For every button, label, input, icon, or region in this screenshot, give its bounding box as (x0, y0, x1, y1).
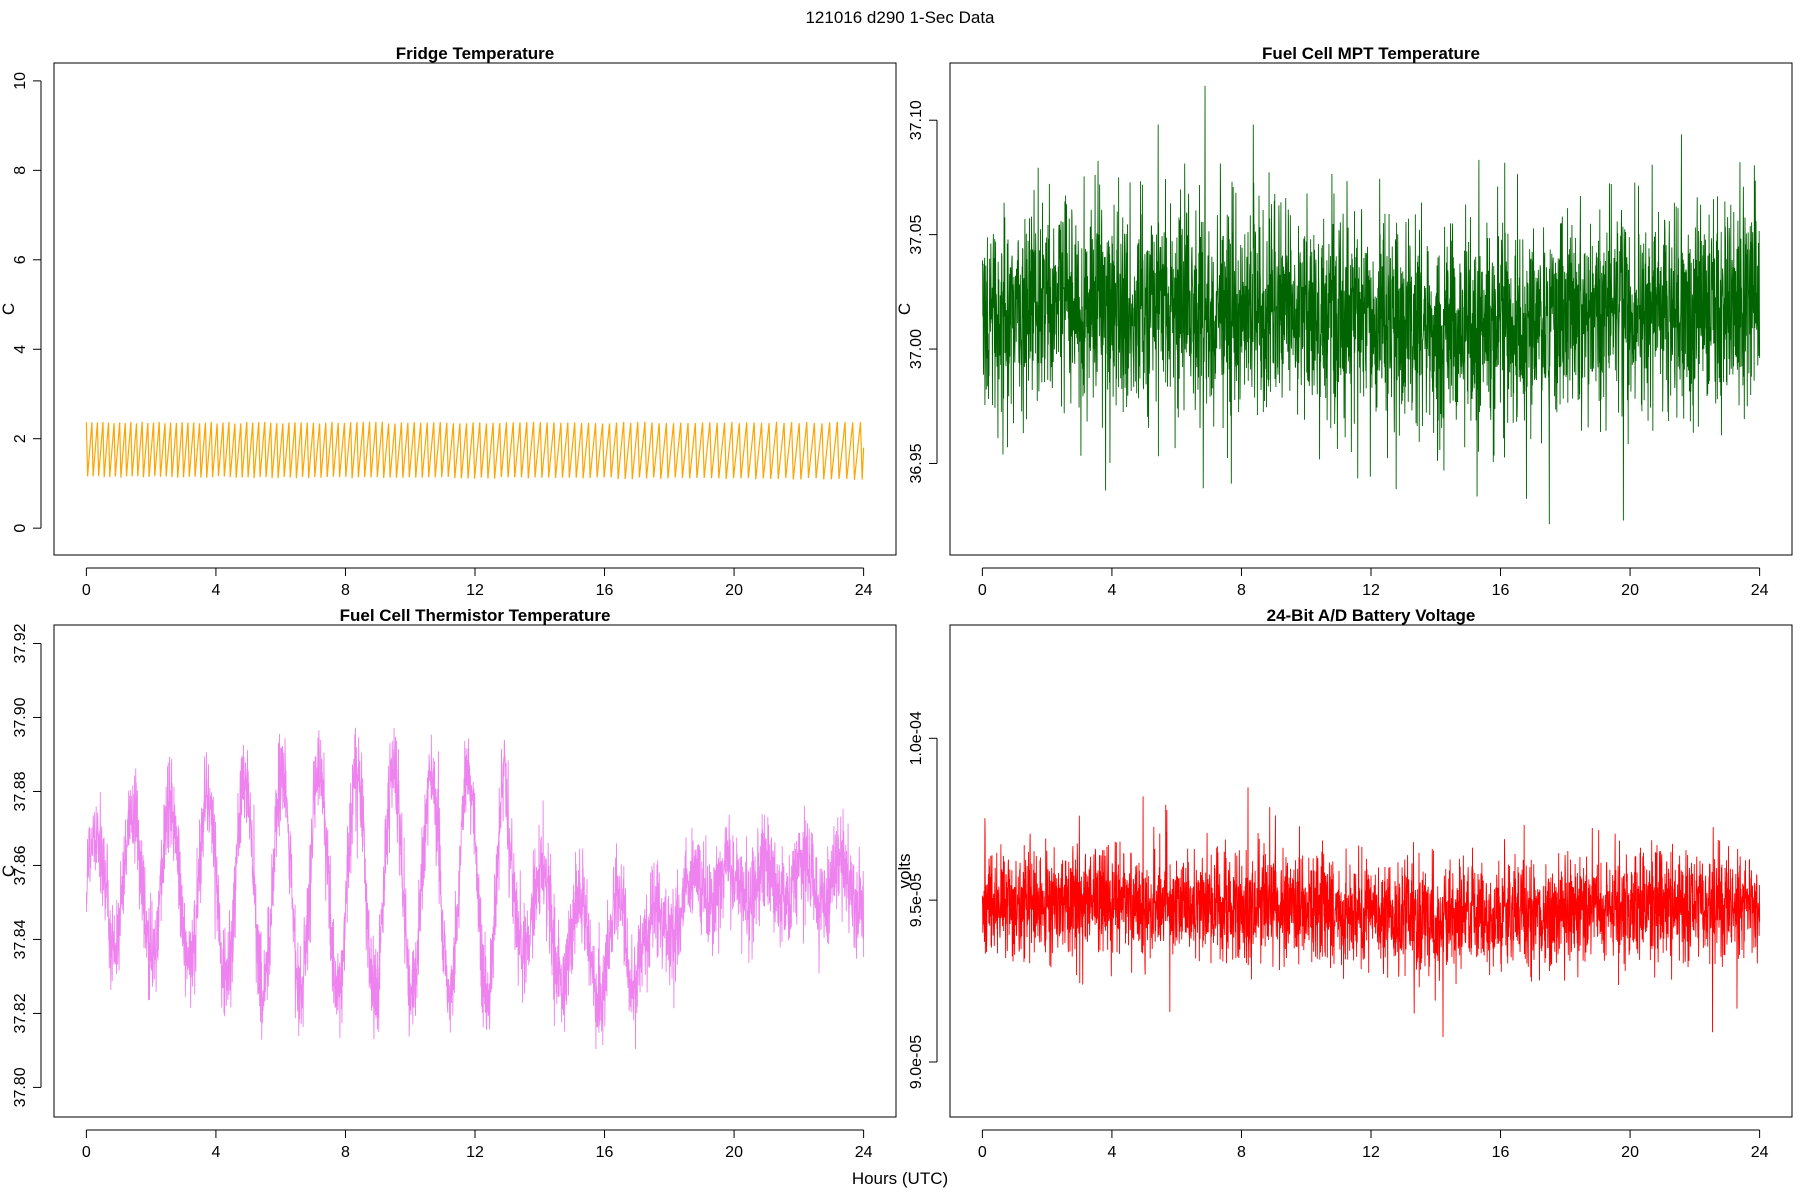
x-tick-label: 4 (211, 582, 220, 599)
x-tick-label: 4 (211, 1144, 220, 1161)
chart-title: Fridge Temperature (396, 44, 554, 63)
series-line (85, 421, 865, 480)
x-tick-label: 16 (596, 582, 614, 599)
chart-title: Fuel Cell Thermistor Temperature (340, 606, 611, 625)
y-axis-label: C (895, 303, 914, 315)
x-tick-label: 8 (341, 582, 350, 599)
x-tick-label: 24 (1751, 1144, 1769, 1161)
x-tick-label: 20 (725, 1144, 743, 1161)
chart-panel-2: Fuel Cell MPT Temperature 0 4 8 12 16 20 24 36.9… (895, 44, 1793, 599)
y-tick-label: 4 (12, 345, 29, 354)
plot-frame (53, 624, 897, 1118)
x-tick-label: 8 (1237, 582, 1246, 599)
series-line (85, 727, 865, 1050)
x-tick-label: 8 (1237, 1144, 1246, 1161)
y-tick-label: 2 (12, 434, 29, 443)
x-tick-label: 12 (1362, 1144, 1380, 1161)
y-tick-label: 37.88 (12, 771, 29, 811)
chart-panel-3: Fuel Cell Thermistor Temperature 0 4 8 12 16 2… (0, 606, 897, 1161)
x-tick-label: 12 (466, 1144, 484, 1161)
y-axis-label: C (0, 303, 18, 315)
x-tick-label: 0 (82, 582, 91, 599)
y-tick-label: 0 (12, 524, 29, 533)
x-tick-label: 24 (855, 582, 873, 599)
y-tick-label: 9.5e-05 (908, 873, 925, 927)
series-line (981, 85, 1761, 525)
chart-title: 24-Bit A/D Battery Voltage (1267, 606, 1476, 625)
x-tick-label: 20 (725, 582, 743, 599)
x-tick-label: 4 (1107, 582, 1116, 599)
plot-frame (949, 62, 1793, 556)
y-tick-label: 37.84 (12, 919, 29, 959)
figure-suptitle: 121016 d290 1-Sec Data (805, 8, 995, 27)
x-tick-label: 4 (1107, 1144, 1116, 1161)
x-tick-label: 16 (596, 1144, 614, 1161)
x-tick-label: 12 (466, 582, 484, 599)
y-axis-label: C (0, 865, 18, 877)
y-tick-label: 37.82 (12, 993, 29, 1033)
x-tick-label: 16 (1492, 582, 1510, 599)
series-line (981, 787, 1761, 1037)
x-tick-label: 20 (1621, 1144, 1639, 1161)
plot-frame (949, 624, 1793, 1118)
y-tick-label: 37.05 (908, 215, 925, 255)
x-tick-label: 16 (1492, 1144, 1510, 1161)
y-tick-label: 37.90 (12, 697, 29, 737)
y-tick-label: 6 (12, 255, 29, 264)
y-axis-label: volts (895, 854, 914, 889)
x-tick-label: 0 (978, 1144, 987, 1161)
x-tick-label: 24 (855, 1144, 873, 1161)
y-tick-label: 8 (12, 166, 29, 175)
chart-panel-4: 24-Bit A/D Battery Voltage 0 4 8 12 16 20 24 9.0… (895, 606, 1793, 1161)
x-tick-label: 20 (1621, 582, 1639, 599)
x-tick-label: 0 (82, 1144, 91, 1161)
figure-xlabel: Hours (UTC) (852, 1169, 948, 1188)
y-tick-label: 37.80 (12, 1067, 29, 1107)
y-tick-label: 1.0e-04 (908, 711, 925, 765)
y-tick-label: 37.10 (908, 100, 925, 140)
y-tick-label: 10 (12, 72, 29, 90)
y-tick-label: 9.0e-05 (908, 1035, 925, 1089)
y-tick-label: 37.86 (12, 845, 29, 885)
x-tick-label: 8 (341, 1144, 350, 1161)
y-tick-label: 37.92 (12, 623, 29, 663)
x-tick-label: 12 (1362, 582, 1380, 599)
chart-title: Fuel Cell MPT Temperature (1262, 44, 1480, 63)
y-tick-label: 36.95 (908, 443, 925, 483)
x-tick-label: 0 (978, 582, 987, 599)
plot-frame (53, 62, 897, 556)
y-tick-label: 37.00 (908, 329, 925, 369)
x-tick-label: 24 (1751, 582, 1769, 599)
